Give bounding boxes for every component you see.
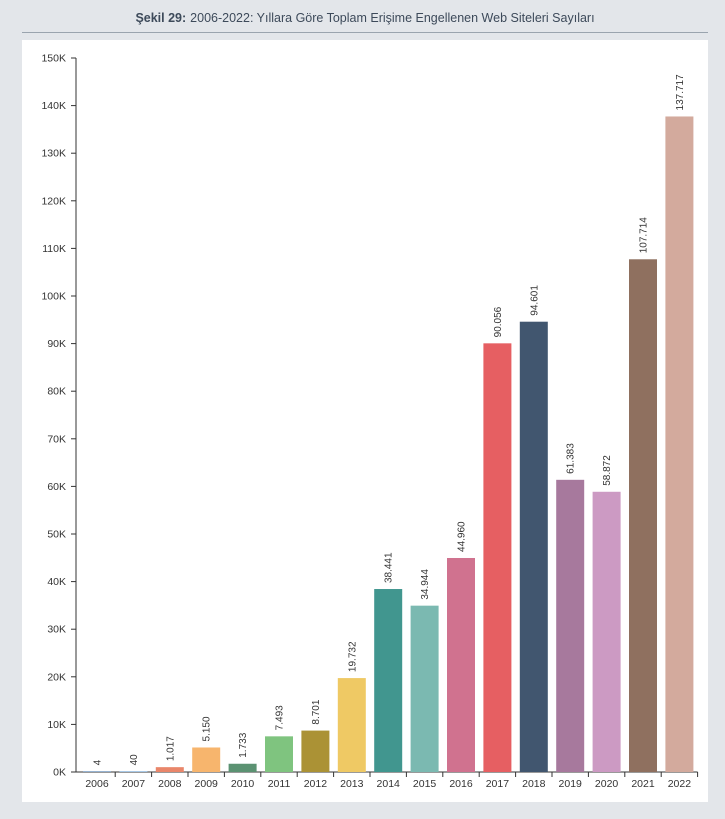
y-tick-label: 130K [41, 148, 66, 160]
data-label: 94.601 [529, 285, 540, 316]
bar-2011 [265, 736, 293, 772]
data-label: 90.056 [493, 306, 504, 337]
y-tick-label: 50K [47, 529, 66, 541]
data-label: 38.441 [384, 552, 395, 583]
x-tick-label: 2015 [413, 778, 437, 790]
x-tick-label: 2017 [486, 778, 510, 790]
data-label: 1.017 [165, 736, 176, 761]
data-label: 7.493 [275, 705, 286, 730]
y-tick-label: 40K [47, 576, 66, 588]
y-tick-label: 110K [42, 243, 66, 255]
bar-2020 [592, 491, 621, 772]
x-tick-label: 2014 [377, 778, 401, 790]
bar-2009 [192, 747, 221, 772]
figure-caption-text: 2006-2022: Yıllara Göre Toplam Erişime E… [190, 11, 595, 25]
data-label: 1.733 [238, 732, 249, 757]
x-tick-label: 2022 [668, 778, 692, 790]
y-tick-label: 20K [47, 671, 66, 683]
bar-2016 [447, 557, 475, 772]
x-tick-label: 2013 [340, 778, 364, 790]
y-tick-label: 100K [41, 291, 66, 303]
x-tick-label: 2016 [449, 778, 473, 790]
data-label: 137.717 [675, 74, 686, 111]
data-label: 5.150 [202, 716, 213, 741]
bar-2010 [228, 763, 257, 772]
y-tick-label: 10K [47, 719, 66, 731]
x-tick-label: 2011 [268, 778, 291, 790]
data-label: 58.872 [602, 455, 613, 486]
x-tick-label: 2020 [595, 778, 619, 790]
bar-2012 [301, 730, 330, 772]
y-tick-label: 60K [47, 481, 66, 493]
y-tick-label: 80K [47, 386, 66, 398]
bar-chart: 0K 10K 20K 30K 40K 50K 60K 70K 80K 90K 100K 110K 120… [41, 53, 699, 790]
y-tick-label: 90K [47, 338, 66, 350]
figure-caption: Şekil 29: 2006-2022: Yıllara Göre Toplam… [22, 4, 708, 33]
y-tick-label: 120K [41, 195, 66, 207]
data-label: 107.714 [639, 217, 650, 254]
data-label: 44.960 [457, 521, 468, 552]
y-tick-label: 30K [47, 624, 66, 636]
x-tick-label: 2008 [158, 778, 182, 790]
x-tick-label: 2006 [85, 778, 109, 790]
bar-2006 [83, 771, 111, 772]
bar-2019 [556, 479, 585, 772]
data-label: 61.383 [566, 443, 577, 474]
x-tick-label: 2010 [231, 778, 255, 790]
bar-2008 [155, 767, 184, 772]
y-tick-label: 0K [53, 767, 66, 779]
x-tick-label: 2018 [522, 778, 546, 790]
bar-2013 [337, 678, 366, 772]
x-tick-label: 2019 [559, 778, 583, 790]
data-label: 40 [129, 754, 140, 766]
bar-2017 [483, 343, 512, 772]
y-tick-label: 150K [41, 53, 66, 65]
x-tick-label: 2021 [631, 778, 655, 790]
bar-2015 [410, 605, 439, 772]
bar-2022 [665, 116, 694, 772]
bar-2021 [629, 259, 657, 772]
bar-2014 [374, 589, 403, 772]
x-tick-label: 2012 [304, 778, 328, 790]
figure-number: Şekil 29: [135, 11, 187, 25]
data-label: 34.944 [420, 569, 431, 600]
data-label: 4 [93, 759, 104, 765]
data-label: 19.732 [347, 641, 358, 672]
y-tick-label: 140K [41, 100, 66, 112]
x-tick-label: 2009 [195, 778, 219, 790]
bar-2007 [119, 771, 148, 772]
y-tick-label: 70K [47, 433, 66, 445]
data-label: 8.701 [311, 699, 322, 724]
x-tick-label: 2007 [122, 778, 146, 790]
bar-2018 [519, 321, 548, 772]
chart-panel: 0K 10K 20K 30K 40K 50K 60K 70K 80K 90K 100K 110K 120… [22, 40, 708, 802]
